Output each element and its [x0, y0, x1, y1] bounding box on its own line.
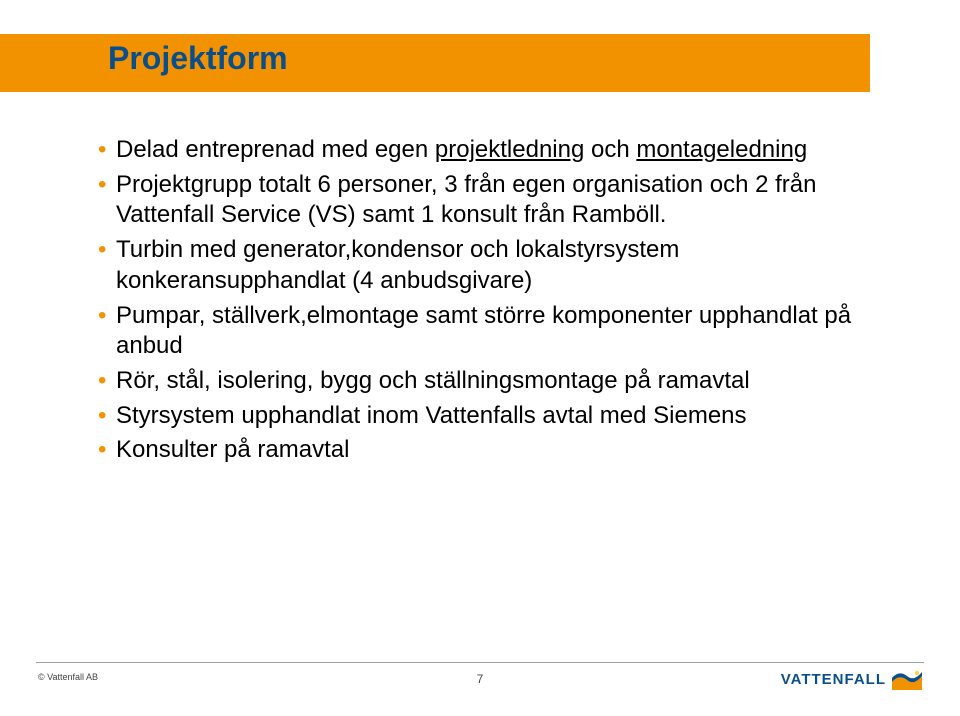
- bullet-item: Turbin med generator,kondensor och lokal…: [98, 235, 888, 296]
- slide: Projektform Delad entreprenad med egen p…: [0, 0, 960, 716]
- bullet-text: Rör, stål, isolering, bygg och ställning…: [116, 367, 750, 394]
- bullet-text: Konsulter på ramavtal: [116, 436, 349, 463]
- underlined-word: montageledning: [636, 136, 807, 163]
- bullet-text: Delad entreprenad med egen projektlednin…: [116, 136, 807, 163]
- bullet-item: Konsulter på ramavtal: [98, 435, 888, 466]
- page-number: 7: [477, 672, 484, 686]
- brand-logo-icon: [892, 668, 922, 690]
- slide-title: Projektform: [108, 40, 288, 77]
- brand-logo-text: VATTENFALL: [781, 671, 886, 688]
- footer-rule: [36, 662, 924, 663]
- bullet-item: Styrsystem upphandlat inom Vattenfalls a…: [98, 401, 888, 432]
- bullet-item: Projektgrupp totalt 6 personer, 3 från e…: [98, 170, 888, 231]
- bullet-text: Pumpar, ställverk,elmontage samt större …: [116, 302, 851, 360]
- copyright-text: © Vattenfall AB: [38, 672, 98, 682]
- underlined-word: projektledning: [435, 136, 584, 163]
- content-area: Delad entreprenad med egen projektlednin…: [98, 135, 888, 470]
- brand-logo: VATTENFALL: [781, 668, 922, 690]
- footer: © Vattenfall AB 7 VATTENFALL: [0, 662, 960, 716]
- bullet-text: Styrsystem upphandlat inom Vattenfalls a…: [116, 402, 747, 429]
- bullet-text: Projektgrupp totalt 6 personer, 3 från e…: [116, 171, 816, 229]
- bullet-list: Delad entreprenad med egen projektlednin…: [98, 135, 888, 466]
- bullet-item: Delad entreprenad med egen projektlednin…: [98, 135, 888, 166]
- bullet-item: Rör, stål, isolering, bygg och ställning…: [98, 366, 888, 397]
- bullet-item: Pumpar, ställverk,elmontage samt större …: [98, 301, 888, 362]
- bullet-text: Turbin med generator,kondensor och lokal…: [116, 236, 679, 294]
